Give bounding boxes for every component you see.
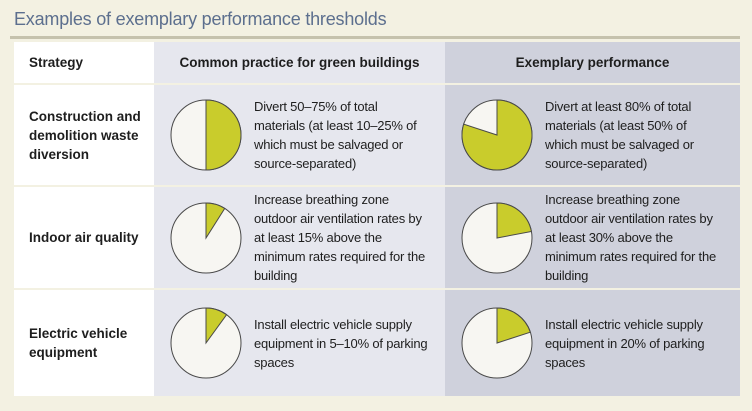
row-label-waste-diversion: Construction and demolition waste divers… [14,83,154,185]
pie-chart-icon [170,99,242,171]
pie-chart-icon [461,99,533,171]
pie-chart-icon [461,201,533,273]
row-label-indoor-air-quality: Indoor air quality [14,185,154,288]
pie-slice [205,99,242,171]
pie-slice [496,201,532,239]
title-divider [10,36,740,39]
pie-chart-icon [170,201,242,273]
row-label-electric-vehicle: Electric vehicle equipment [14,288,154,396]
header-strategy: Strategy [14,42,154,83]
exemplary-cell-indoor-air-quality: Increase breathing zone outdoor air vent… [445,185,740,288]
header-exemplary-performance: Exemplary performance [445,42,740,83]
pie-slice [205,307,228,345]
exemplary-cell-waste-diversion: Divert at least 80% of total materials (… [445,83,740,185]
exemplary-description: Divert at least 80% of total materials (… [545,99,694,171]
thresholds-table: Strategy Common practice for green build… [14,42,740,396]
common-description: Divert 50–75% of total materials (at lea… [254,99,417,171]
pie-slice [496,307,531,344]
common-description: Install electric vehicle supply equipmen… [254,316,428,370]
common-cell-waste-diversion: Divert 50–75% of total materials (at lea… [154,83,445,185]
common-cell-electric-vehicle: Install electric vehicle supply equipmen… [154,288,445,396]
common-cell-indoor-air-quality: Increase breathing zone outdoor air vent… [154,185,445,288]
common-description: Increase breathing zone outdoor air vent… [254,192,426,283]
header-common-practice: Common practice for green buildings [154,42,445,83]
exemplary-description: Increase breathing zone outdoor air vent… [545,192,717,283]
exemplary-cell-electric-vehicle: Install electric vehicle supply equipmen… [445,288,740,396]
pie-chart-icon [461,307,533,379]
pie-chart-icon [170,307,242,379]
page-title: Examples of exemplary performance thresh… [14,9,387,29]
exemplary-description: Install electric vehicle supply equipmen… [545,316,705,370]
pie-slice [205,201,226,240]
pie-slice [461,99,533,171]
